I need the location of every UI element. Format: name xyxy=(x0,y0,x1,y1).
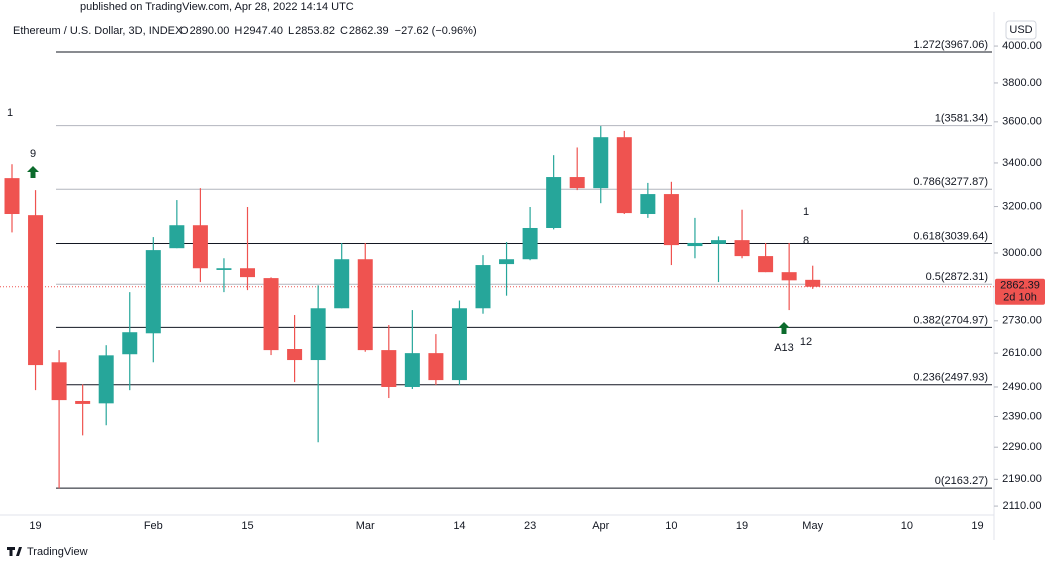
ohlc-label: L xyxy=(288,25,294,37)
candle-body xyxy=(145,250,161,334)
footer-logo xyxy=(7,547,22,556)
y-tick-label: 2390.00 xyxy=(1002,410,1042,422)
annotation: 12 xyxy=(800,336,812,348)
ohlc-value: 2862.39 xyxy=(349,25,389,37)
x-tick-label: 23 xyxy=(524,520,536,532)
candle-body xyxy=(122,332,138,355)
y-tick-label: 2610.00 xyxy=(1002,347,1042,359)
fib-label: 0(2163.27) xyxy=(935,475,988,487)
annotation: 9 xyxy=(30,148,36,160)
x-tick-label: 19 xyxy=(736,520,748,532)
y-tick-label: 4000.00 xyxy=(1002,40,1042,52)
candle-body xyxy=(640,194,656,215)
candle-body xyxy=(711,240,726,244)
x-tick-label: 10 xyxy=(901,520,913,532)
y-tick-label: 2290.00 xyxy=(1002,441,1042,453)
candle-body xyxy=(475,265,491,309)
y-tick-label: 3400.00 xyxy=(1002,157,1042,169)
candle-body xyxy=(404,353,420,387)
x-tick-label: Apr xyxy=(592,520,609,532)
x-tick-label: 19 xyxy=(29,520,41,532)
ohlc-label: C xyxy=(340,25,348,37)
countdown: 2d 10h xyxy=(1003,292,1037,304)
candle-body xyxy=(428,353,444,381)
candle-body xyxy=(451,308,467,381)
y-tick-label: 2190.00 xyxy=(1002,473,1042,485)
ohlc-value: 2890.00 xyxy=(190,25,230,37)
ohlc-label: H xyxy=(234,25,242,37)
annotation: 1 xyxy=(7,107,13,119)
fib-label: 0.5(2872.31) xyxy=(926,271,988,283)
fib-label: 0.382(2704.97) xyxy=(913,314,988,326)
published-note: published on TradingView.com, Apr 28, 20… xyxy=(80,1,354,13)
x-tick-label: Feb xyxy=(144,520,163,532)
candle-body xyxy=(381,350,397,387)
annotation: 1 xyxy=(803,206,809,218)
annotation: A13 xyxy=(774,342,794,354)
x-tick-label: 15 xyxy=(241,520,253,532)
last-price-label: 2862.39 xyxy=(1000,280,1040,292)
y-tick-label: 3800.00 xyxy=(1002,77,1042,89)
candle-body xyxy=(687,242,703,247)
candle-body xyxy=(98,355,114,404)
signal-arrow xyxy=(27,166,39,178)
y-tick-label: 3200.00 xyxy=(1002,200,1042,212)
candle-body xyxy=(310,308,326,361)
x-tick-label: 14 xyxy=(453,520,465,532)
fib-label: 0.236(2497.93) xyxy=(913,372,988,384)
annotation: 8 xyxy=(803,235,809,247)
ohlc-label: O xyxy=(180,25,189,37)
candle-body xyxy=(216,268,232,270)
ohlc-value: 2947.40 xyxy=(243,25,283,37)
candle-body xyxy=(240,268,255,278)
candle-body xyxy=(357,259,373,351)
candle-body xyxy=(569,177,585,189)
candle-body xyxy=(192,225,208,269)
candle-body xyxy=(28,215,44,366)
x-tick-label: May xyxy=(802,520,823,532)
x-tick-label: 10 xyxy=(665,520,677,532)
candle-body xyxy=(781,272,797,281)
signal-arrow xyxy=(778,322,790,334)
fib-label: 0.786(3277.87) xyxy=(913,176,988,188)
fib-label: 1.272(3967.06) xyxy=(913,39,988,51)
candle-body xyxy=(169,225,185,249)
candle-body xyxy=(593,137,609,189)
candle-body xyxy=(51,362,67,401)
candle-body xyxy=(334,259,350,309)
y-tick-label: 2490.00 xyxy=(1002,381,1042,393)
ohlc-value: 2853.82 xyxy=(295,25,335,37)
candle-body xyxy=(758,256,774,273)
ohlc-value: −27.62 (−0.96%) xyxy=(395,25,477,37)
candle-body xyxy=(263,278,279,351)
candle-body xyxy=(499,259,515,265)
fib-label: 1(3581.34) xyxy=(935,112,988,124)
x-tick-label: Mar xyxy=(356,520,375,532)
currency-box xyxy=(1005,20,1037,40)
candle-body xyxy=(663,194,679,246)
candle-body xyxy=(805,279,821,287)
currency: USD xyxy=(1009,24,1032,36)
candle-body xyxy=(4,178,20,215)
candle-body xyxy=(287,349,303,361)
candle-body xyxy=(522,227,538,260)
fib-label: 0.618(3039.64) xyxy=(913,230,988,242)
y-tick-label: 2730.00 xyxy=(1002,315,1042,327)
y-tick-label: 2110.00 xyxy=(1003,500,1042,512)
candle-body xyxy=(734,240,750,257)
candle-body xyxy=(616,137,632,214)
candle-body xyxy=(75,400,91,404)
chart-title: Ethereum / U.S. Dollar, 3D, INDEX xyxy=(13,25,183,37)
candle-body xyxy=(546,177,562,228)
y-tick-label: 3000.00 xyxy=(1002,247,1042,259)
footer: TradingView xyxy=(27,546,88,558)
last-price-tag xyxy=(995,278,1045,305)
y-tick-label: 3600.00 xyxy=(1002,116,1042,128)
x-tick-label: 19 xyxy=(971,520,983,532)
